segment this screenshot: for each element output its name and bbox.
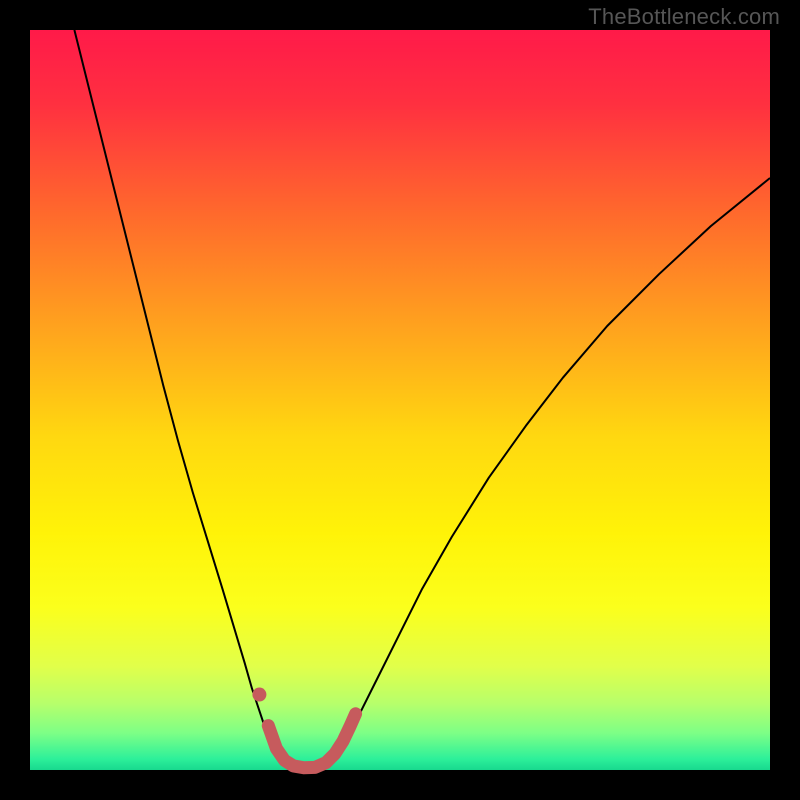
chart-container: TheBottleneck.com bbox=[0, 0, 800, 800]
watermark-text: TheBottleneck.com bbox=[588, 4, 780, 30]
plot-background bbox=[30, 30, 770, 770]
highlight-dot bbox=[252, 688, 266, 702]
bottleneck-chart bbox=[0, 0, 800, 800]
